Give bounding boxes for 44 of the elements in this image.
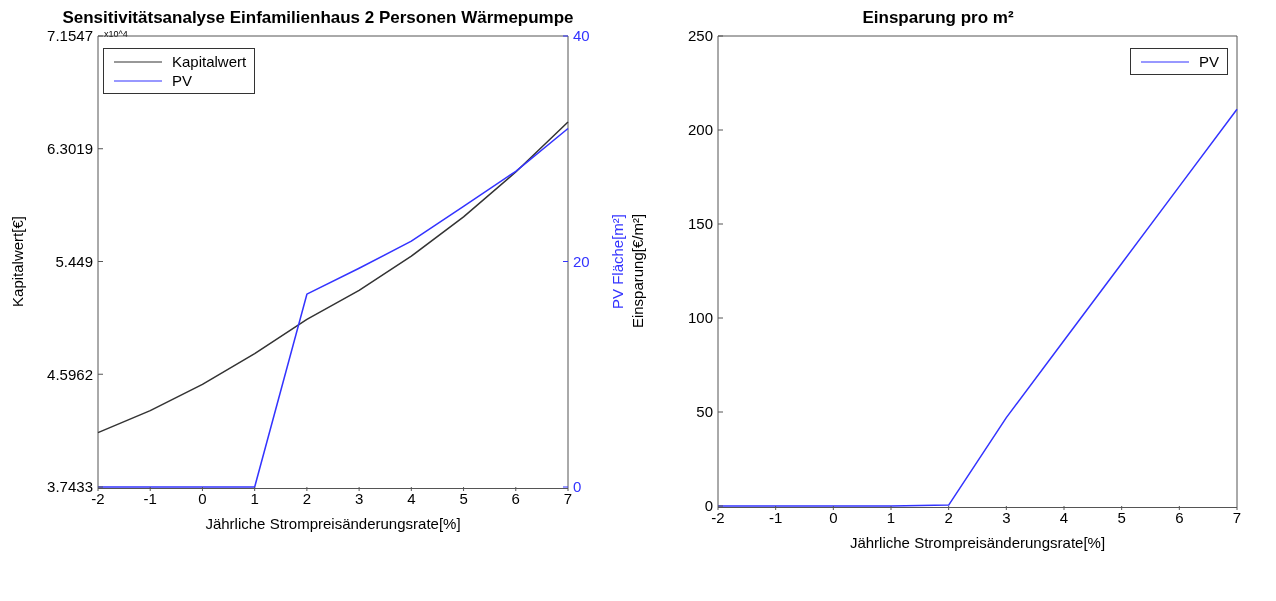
y-tick-label: 50 xyxy=(696,403,713,421)
x-tick-label: -1 xyxy=(768,508,783,526)
y-tick-label: 6.3019 xyxy=(47,140,93,158)
y-tick-label: 150 xyxy=(687,215,713,233)
line-series xyxy=(97,121,569,434)
x-tick-label: 6 xyxy=(1175,508,1184,526)
x-tick-label: -1 xyxy=(143,489,157,507)
x-tick-label: 0 xyxy=(829,508,838,526)
x-tick-label: 5 xyxy=(1117,508,1126,526)
y-tick-label: 4.5962 xyxy=(47,365,93,383)
y2-axis-title: PV Fläche[m²] xyxy=(609,213,627,310)
y-axis-title: Kapitalwert[€] xyxy=(9,216,27,307)
y2-tick-label: 40 xyxy=(573,27,590,45)
x-tick-label: 1 xyxy=(886,508,896,526)
annotation: x10^4 xyxy=(104,29,128,39)
x-tick-label: 7 xyxy=(563,489,573,507)
x-tick-label: 0 xyxy=(198,489,207,507)
x-tick-label: 1 xyxy=(250,489,259,507)
x-tick-label: 3 xyxy=(354,489,364,507)
x-tick-label: 4 xyxy=(407,489,416,507)
x-tick-label: -2 xyxy=(711,508,725,526)
y-tick-label: 250 xyxy=(687,27,713,45)
x-tick-label: 2 xyxy=(302,489,312,507)
legend-label: PV xyxy=(1198,52,1219,71)
legend-label: Kapitalwert xyxy=(172,52,247,71)
x-tick-label: 6 xyxy=(511,489,520,507)
legend-label: PV xyxy=(172,71,193,90)
y-tick-label: 200 xyxy=(687,121,713,139)
x-tick-label: 5 xyxy=(459,489,468,507)
y-tick-label: 100 xyxy=(687,309,713,327)
y-tick-label: 3.7433 xyxy=(47,478,93,496)
y2-tick-label: 20 xyxy=(573,252,590,270)
chart-title: Sensitivitätsanalyse Einfamilienhaus 2 Personen Wärmepumpe xyxy=(61,8,575,28)
y-tick-label: 7.1547 xyxy=(47,27,93,45)
chart-title: Einsparung pro m² xyxy=(861,8,1015,28)
y2-tick-label: 0 xyxy=(573,478,582,496)
x-tick-label: 3 xyxy=(1002,508,1011,526)
y-axis-title: Einsparung[€/m²] xyxy=(629,213,647,329)
x-tick-label: 4 xyxy=(1059,508,1069,526)
x-tick-label: 2 xyxy=(944,508,953,526)
y-tick-label: 5.449 xyxy=(55,252,93,270)
x-axis-title: Jährliche Strompreisänderungsrate[%] xyxy=(849,534,1106,551)
x-tick-label: 7 xyxy=(1232,508,1242,526)
x-axis-title: Jährliche Strompreisänderungsrate[%] xyxy=(205,515,461,532)
